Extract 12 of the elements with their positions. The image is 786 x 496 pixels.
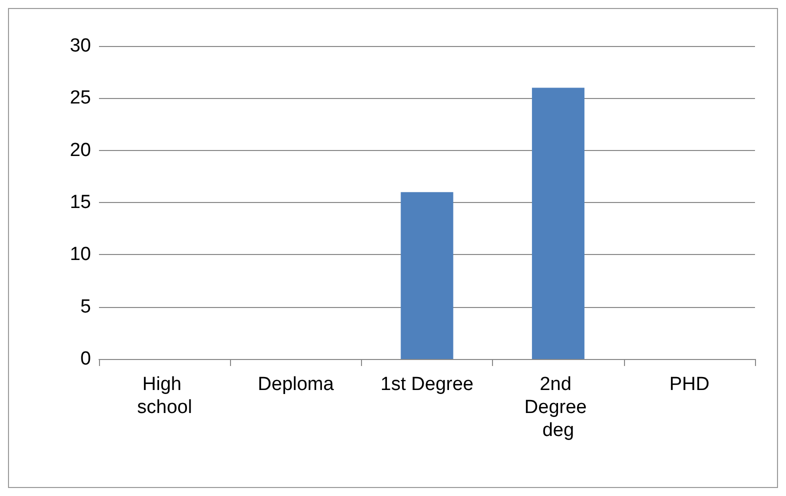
y-tick-label: 5 <box>80 296 91 318</box>
x-tick-label: 1st Degree <box>380 374 474 395</box>
x-tick-label: PHD <box>669 374 710 395</box>
y-tick-label: 15 <box>70 192 91 213</box>
x-tick-label: Deploma <box>258 374 334 395</box>
y-tick-label: 10 <box>70 244 91 266</box>
x-tick-label: High school <box>137 374 192 418</box>
y-tick-label: 30 <box>70 36 91 56</box>
x-tick-label: 2nd Degree deg <box>524 374 592 441</box>
y-tick-label: 20 <box>70 140 91 161</box>
y-tick-label: 0 <box>80 348 91 370</box>
y-tick-label: 25 <box>70 88 91 109</box>
